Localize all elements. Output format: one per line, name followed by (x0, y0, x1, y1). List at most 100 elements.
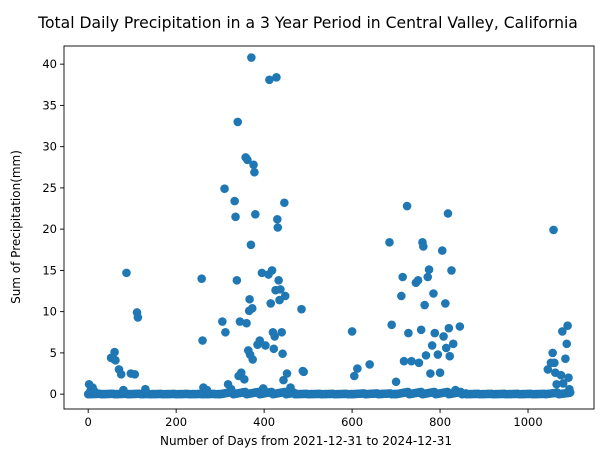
y-tick-label: 0 (50, 387, 57, 401)
data-point (111, 356, 120, 365)
x-axis-ticks: 0 200 400 600 800 1000 (85, 409, 543, 429)
data-point (90, 387, 100, 396)
data-point (550, 358, 559, 368)
data-point (404, 328, 413, 338)
data-point (110, 347, 119, 357)
data-point (385, 238, 394, 247)
data-point (424, 265, 434, 274)
data-point (236, 368, 246, 378)
data-point (443, 209, 453, 218)
data-point (221, 327, 230, 337)
data-point (122, 268, 131, 278)
data-point (299, 367, 309, 377)
data-point (426, 369, 435, 378)
data-point (439, 332, 448, 341)
y-tick-label: 30 (42, 140, 57, 154)
data-point (133, 313, 143, 322)
data-point (563, 321, 572, 330)
data-point (413, 276, 423, 285)
data-point (258, 384, 268, 393)
axes-frame (63, 45, 595, 410)
x-tick-label: 200 (165, 415, 187, 429)
data-point (347, 327, 357, 336)
data-point (249, 160, 258, 170)
data-point (247, 53, 256, 62)
data-point (441, 299, 450, 308)
data-point (248, 355, 257, 364)
data-point (353, 364, 362, 373)
data-point (280, 198, 289, 208)
data-point (297, 304, 306, 314)
data-point (226, 384, 236, 394)
data-point (231, 212, 240, 222)
data-point (407, 356, 416, 366)
data-point (235, 317, 245, 326)
data-point (286, 383, 295, 392)
data-point (441, 343, 451, 353)
data-point (197, 274, 206, 283)
data-point (261, 341, 270, 350)
y-axis-ticks: 0 5 10 15 20 25 30 35 40 (42, 57, 64, 401)
y-tick-label: 40 (42, 57, 57, 71)
data-point (255, 336, 265, 345)
y-tick-label: 10 (42, 305, 57, 319)
data-point (242, 318, 251, 328)
data-point (558, 327, 567, 336)
data-point (266, 299, 276, 308)
data-point (556, 370, 566, 380)
y-axis-label: Sum of Precipitation(mm) (9, 150, 23, 304)
y-tick-label: 25 (42, 181, 57, 195)
data-point (416, 325, 426, 335)
data-point (387, 320, 396, 330)
data-point (257, 268, 267, 278)
data-point (365, 360, 374, 369)
data-point (245, 294, 254, 304)
data-point (273, 223, 283, 232)
data-point (564, 373, 573, 382)
data-point (433, 350, 443, 359)
data-point (247, 304, 257, 313)
data-point (246, 240, 256, 250)
data-point (276, 285, 285, 294)
data-point (552, 379, 561, 389)
data-point (398, 272, 407, 282)
chart-title: Total Daily Precipitation in a 3 Year Pe… (37, 14, 578, 32)
data-point (282, 369, 292, 378)
data-point (543, 365, 553, 374)
data-point (391, 377, 401, 387)
data-point (562, 339, 572, 349)
x-axis-label: Number of Days from 2021-12-31 to 2024-1… (160, 434, 452, 448)
data-point (202, 385, 212, 395)
data-point (420, 300, 429, 310)
data-point (421, 351, 431, 360)
data-point (429, 289, 438, 298)
data-point (272, 73, 281, 82)
data-point (269, 344, 279, 354)
data-point (561, 354, 570, 363)
data-point (279, 375, 288, 385)
data-point (455, 322, 465, 331)
x-tick-label: 800 (429, 415, 451, 429)
data-point (445, 351, 455, 361)
data-point (447, 266, 456, 275)
data-point (130, 370, 140, 379)
data-point (451, 385, 460, 395)
data-point (423, 272, 433, 282)
data-point (448, 339, 458, 349)
data-point (430, 328, 440, 338)
data-point (141, 384, 150, 394)
data-point (280, 291, 290, 301)
data-point (277, 327, 287, 337)
x-tick-label: 0 (85, 415, 92, 429)
x-tick-label: 1000 (513, 415, 542, 429)
data-point (116, 370, 126, 379)
data-point (444, 323, 454, 333)
data-point (218, 317, 227, 326)
data-point (397, 291, 406, 301)
data-point (267, 266, 277, 275)
data-point (251, 210, 260, 219)
data-point (549, 225, 558, 235)
data-point (419, 242, 428, 251)
data-point (402, 201, 412, 211)
